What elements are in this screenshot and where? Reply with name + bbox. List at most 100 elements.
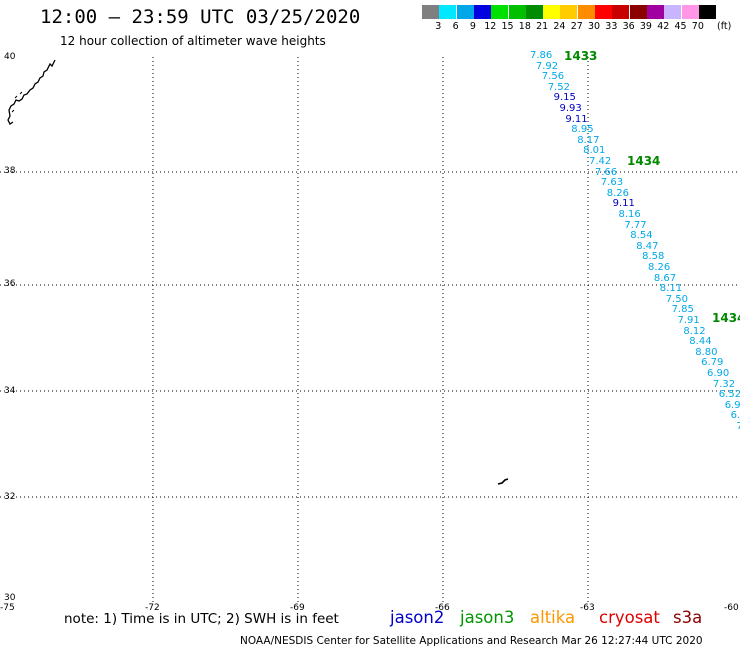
- legend-label: 3: [435, 21, 442, 32]
- wave-height-value: 7.63: [600, 177, 624, 189]
- legend-unit: (ft): [717, 21, 732, 32]
- lat-label-32: 32: [4, 492, 16, 502]
- wave-height-value: 8.47: [636, 240, 659, 252]
- legend-swatch: [525, 5, 543, 19]
- legend-label: 39: [639, 21, 652, 32]
- satellite-jason2: jason2: [390, 608, 445, 627]
- legend-swatch: [629, 5, 647, 19]
- wave-height-value: 9.15: [553, 92, 576, 104]
- legend-label: 12: [484, 21, 497, 32]
- coastline-north-inner: [11, 91, 23, 113]
- map-subtitle: 12 hour collection of altimeter wave hei…: [60, 34, 326, 48]
- credit-line: NOAA/NESDIS Center for Satellite Applica…: [240, 635, 703, 647]
- legend-swatch: [508, 5, 526, 19]
- wave-height-value: 8.01: [583, 145, 606, 157]
- graticule: [0, 57, 740, 605]
- wave-height-value: 9.11: [612, 198, 635, 210]
- map-title: 12:00 – 23:59 UTC 03/25/2020: [40, 6, 361, 28]
- wave-height-value: 8.26: [648, 262, 671, 273]
- legend-swatch: [646, 5, 664, 19]
- satellite-jason3: jason3: [460, 608, 515, 627]
- legend-label: 24: [553, 21, 566, 32]
- wave-height-value: 8.44: [689, 336, 712, 348]
- legend-label: 18: [518, 21, 531, 32]
- footer-note: note: 1) Time is in UTC; 2) SWH is in fe…: [64, 611, 339, 627]
- wave-height-value: 7.32: [712, 378, 736, 390]
- lon-label-69: -69: [290, 603, 305, 613]
- legend-label: 45: [674, 21, 687, 32]
- wave-height-value: 7.50: [665, 293, 688, 305]
- lon-label-60: -60: [724, 603, 739, 613]
- lon-label-66: -66: [435, 603, 450, 613]
- legend-swatch: [681, 5, 699, 19]
- legend-swatch: [422, 5, 439, 19]
- wave-height-value: 7.52: [547, 81, 570, 93]
- wave-height-value: 8.95: [571, 124, 594, 136]
- wave-height-value: 6.90: [707, 368, 730, 379]
- pass-time-label: 1434: [712, 311, 740, 325]
- satellite-s3a: s3a: [673, 608, 703, 627]
- legend-swatch: [612, 5, 630, 19]
- wave-height-value: 7.56: [541, 71, 565, 83]
- lat-label-30: 30: [4, 593, 16, 603]
- bermuda-island: [497, 478, 509, 485]
- legend-swatch: [698, 5, 716, 19]
- wave-height-value: 6.9: [724, 399, 740, 411]
- wave-height-value: 6.: [730, 410, 740, 422]
- lon-label-63: -63: [580, 603, 595, 613]
- legend-label: 15: [501, 21, 514, 32]
- wave-height-value: 8.12: [683, 325, 706, 337]
- wave-height-value: 9.11: [565, 113, 588, 125]
- legend-swatch: [577, 5, 595, 19]
- legend-label: 33: [605, 21, 618, 32]
- wave-height-value: 7.42: [589, 156, 612, 167]
- wave-height-value: 7.91: [677, 315, 700, 326]
- legend-swatch: [543, 5, 561, 19]
- wave-height-value: 8.11: [659, 283, 683, 295]
- legend-swatch: [456, 5, 474, 19]
- legend-swatch: [595, 5, 612, 19]
- wave-height-value: 6.52: [718, 389, 740, 401]
- pass-time-label: 1434: [627, 154, 661, 168]
- satellite-cryosat: cryosat: [599, 608, 660, 627]
- wave-height-value: 8.26: [606, 187, 629, 199]
- lon-label-72: -72: [145, 603, 160, 613]
- wave-height-value: 7.66: [594, 166, 618, 178]
- wave-height-value: 6.79: [701, 357, 724, 369]
- lat-label-38: 38: [4, 166, 16, 176]
- wave-height-value: 7: [736, 421, 740, 432]
- wave-height-value: 8.80: [695, 346, 718, 358]
- legend-swatch: [491, 5, 509, 19]
- wave-height-value: 7.86: [530, 50, 553, 61]
- wave-height-value: 7.85: [671, 304, 694, 316]
- legend-swatch: [473, 5, 491, 19]
- lat-label-34: 34: [4, 386, 16, 396]
- legend-swatch: [439, 5, 457, 19]
- wave-height-value: 8.67: [653, 272, 677, 284]
- wave-height-value: 8.58: [642, 251, 665, 263]
- wave-height-value: 8.17: [577, 134, 600, 146]
- legend-label: 70: [691, 21, 704, 32]
- lat-label-36: 36: [4, 279, 16, 289]
- legend-label: 27: [570, 21, 583, 32]
- wave-height-value: 8.54: [630, 230, 653, 242]
- satellite-altika: altika: [530, 608, 576, 627]
- wave-height-value: 7.92: [535, 60, 559, 72]
- wave-height-value: 7.77: [624, 219, 647, 231]
- legend-label: 9: [469, 21, 476, 32]
- legend-label: 42: [657, 21, 670, 32]
- legend-label: 36: [622, 21, 635, 32]
- pass-time-label: 1433: [564, 49, 598, 63]
- legend-swatch: [560, 5, 578, 19]
- wave-height-value: 8.16: [618, 209, 641, 220]
- lon-label-75: -75: [0, 603, 15, 613]
- legend-label: 30: [588, 21, 601, 32]
- lat-label-40: 40: [4, 52, 16, 62]
- legend-swatch: [664, 5, 682, 19]
- legend-label: 21: [536, 21, 549, 32]
- wave-height-value: 9.93: [559, 103, 582, 114]
- coastline-north: [7, 59, 56, 125]
- legend-label: 6: [452, 21, 459, 32]
